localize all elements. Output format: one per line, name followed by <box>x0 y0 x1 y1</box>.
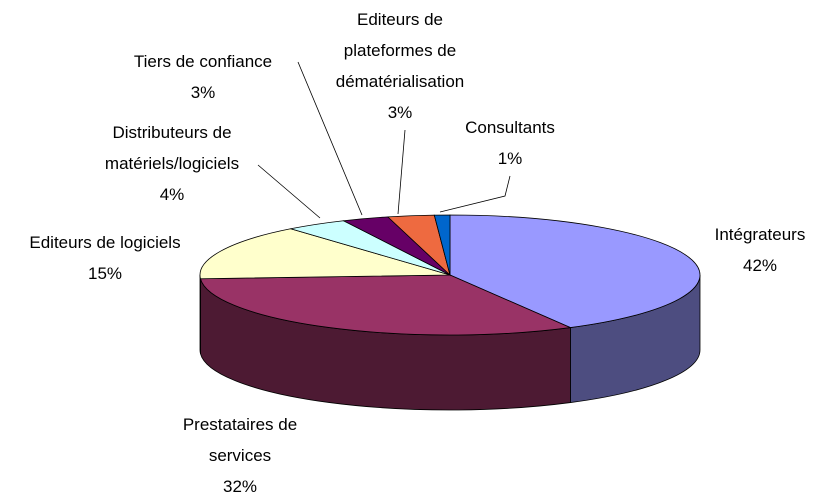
label-name: Distributeurs de matériels/logiciels <box>104 123 240 173</box>
label-value: 3% <box>387 103 413 122</box>
slice <box>449 214 701 328</box>
leader-line <box>257 164 321 219</box>
slice <box>199 228 451 280</box>
leader-line <box>397 129 406 215</box>
label-value: 15% <box>87 264 123 283</box>
label-name: Editeurs de plateformes de dématérialisa… <box>335 10 465 91</box>
label-name: Tiers de confiance <box>133 52 273 71</box>
label-name: Consultants <box>465 118 555 137</box>
label-name: Intégrateurs <box>714 225 806 244</box>
label-name: Editeurs de logiciels <box>29 233 181 252</box>
slice <box>433 214 451 276</box>
leader-line <box>297 61 363 216</box>
label-value: 4% <box>159 185 185 204</box>
slice-label: Intégrateurs 42% <box>690 219 818 281</box>
slice <box>199 274 572 336</box>
slice-label: Editeurs de plateformes de dématérialisa… <box>320 4 480 128</box>
label-value: 32% <box>222 477 258 492</box>
leader-line <box>439 175 511 213</box>
label-value: 42% <box>742 256 778 275</box>
label-name: Prestataires de services <box>182 415 298 465</box>
slice-label: Prestataires de services 32% <box>155 409 325 492</box>
label-value: 1% <box>497 149 523 168</box>
slice-label: Editeurs de logiciels 15% <box>5 227 205 289</box>
slice-label: Tiers de confiance 3% <box>103 46 303 108</box>
slice-label: Distributeurs de matériels/logiciels 4% <box>82 117 262 210</box>
label-value: 3% <box>190 83 216 102</box>
slice-label: Consultants 1% <box>445 112 575 174</box>
